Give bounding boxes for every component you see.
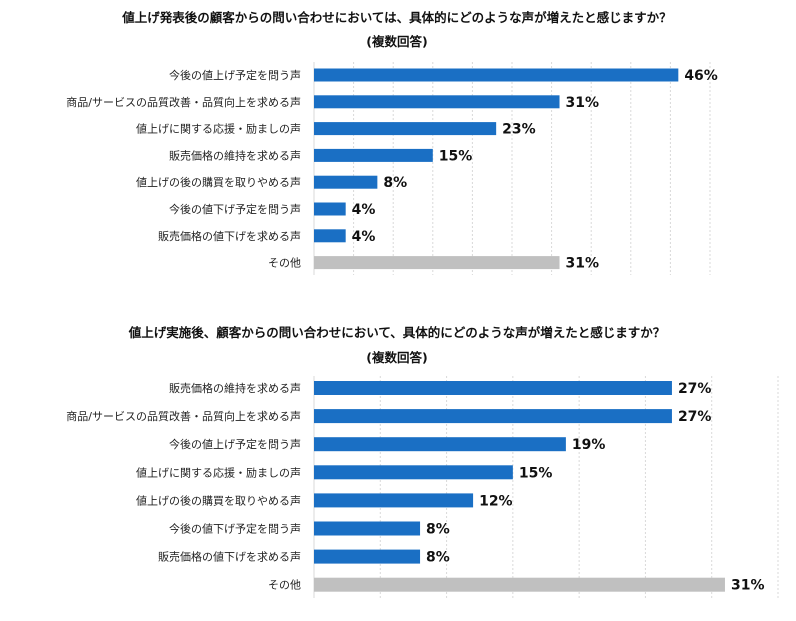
bar xyxy=(314,202,346,216)
bar xyxy=(314,465,513,480)
chart1-plot: 今後の値上げ予定を問う声 46% 商品/サービスの品質改善・品質向上を求める声 31%… xyxy=(66,62,718,275)
category-label: 値上げの後の購買を取りやめる声 xyxy=(136,175,301,189)
category-label: 販売価格の値下げを求める声 xyxy=(158,550,301,564)
value-label: 15% xyxy=(519,465,553,481)
chart2-subtitle: (複数回答) xyxy=(366,350,427,365)
category-label: 商品/サービスの品質改善・品質向上を求める声 xyxy=(66,95,301,109)
category-label: 商品/サービスの品質改善・品質向上を求める声 xyxy=(66,409,301,423)
value-label: 27% xyxy=(678,381,712,397)
chart2-plot: 販売価格の維持を求める声 27% 商品/サービスの品質改善・品質向上を求める声 27%… xyxy=(66,376,779,598)
value-label: 4% xyxy=(352,229,376,245)
bar xyxy=(314,381,672,395)
bar xyxy=(314,577,725,592)
value-label: 4% xyxy=(352,202,376,218)
value-label: 23% xyxy=(502,122,536,138)
value-label: 8% xyxy=(426,550,450,566)
value-label: 31% xyxy=(731,578,765,594)
bar xyxy=(314,437,566,452)
chart1-title: 値上げ発表後の顧客からの問い合わせにおいては、具体的にどのような声が増えたと感じ… xyxy=(121,10,671,25)
bar xyxy=(314,229,346,243)
chart1-subtitle: (複数回答) xyxy=(366,34,427,49)
category-label: 今後の値下げ予定を問う声 xyxy=(169,202,301,216)
category-label: その他 xyxy=(268,579,301,592)
value-label: 8% xyxy=(426,522,450,538)
bar xyxy=(314,256,560,270)
category-label: その他 xyxy=(268,257,301,270)
category-label: 販売価格の維持を求める声 xyxy=(169,148,301,162)
bar xyxy=(314,521,421,536)
value-label: 31% xyxy=(566,256,600,272)
category-label: 今後の値下げ予定を問う声 xyxy=(169,522,301,536)
value-label: 46% xyxy=(684,68,718,84)
bar xyxy=(314,68,679,82)
value-label: 12% xyxy=(479,493,513,509)
category-label: 値上げに関する応援・励ましの声 xyxy=(136,465,301,479)
category-label: 販売価格の値下げを求める声 xyxy=(158,229,301,243)
category-label: 販売価格の維持を求める声 xyxy=(169,381,301,395)
chart2-title: 値上げ実施後、顧客からの問い合わせにおいて、具体的にどのような声が増えたと感じま… xyxy=(128,325,666,340)
value-label: 27% xyxy=(678,409,712,425)
value-label: 31% xyxy=(566,95,600,111)
bar xyxy=(314,409,672,424)
value-label: 15% xyxy=(439,148,473,164)
bar xyxy=(314,148,433,162)
value-label: 19% xyxy=(572,437,606,453)
category-label: 今後の値上げ予定を問う声 xyxy=(169,68,301,82)
category-label: 値上げに関する応援・励ましの声 xyxy=(136,122,301,136)
bar xyxy=(314,122,497,136)
bar xyxy=(314,549,421,564)
bar xyxy=(314,175,378,189)
bar xyxy=(314,95,560,109)
category-label: 値上げの後の購買を取りやめる声 xyxy=(136,493,301,507)
category-label: 今後の値上げ予定を問う声 xyxy=(169,437,301,451)
value-label: 8% xyxy=(383,175,407,191)
bar xyxy=(314,493,474,508)
